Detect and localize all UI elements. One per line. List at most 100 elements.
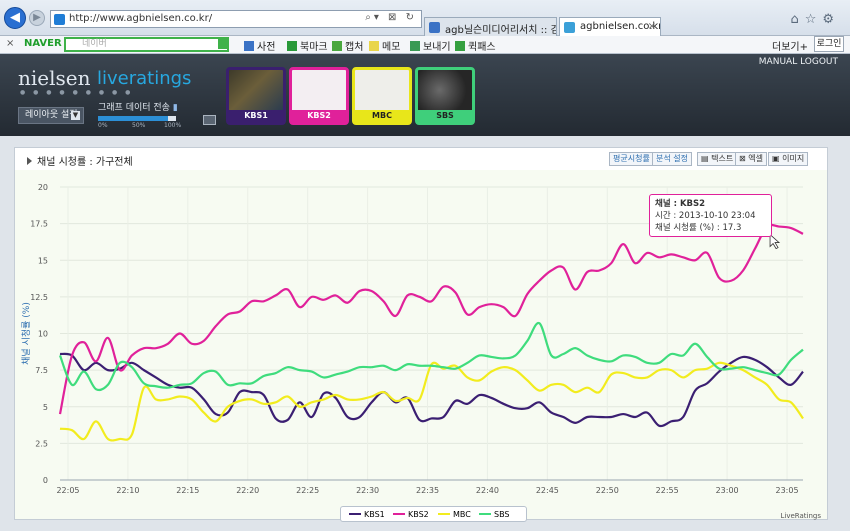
panel-title-text: 채널 시청률 : 가구전체 — [37, 157, 133, 168]
legend-swatch — [349, 513, 361, 515]
legend-kbs1[interactable]: KBS1 — [349, 510, 385, 519]
address-actions-icon[interactable]: ⌕▾ ⊠ ↻ — [365, 12, 417, 23]
screen-toggle-icon[interactable] — [203, 115, 216, 125]
transfer-tick: 50% — [132, 122, 146, 129]
login-button[interactable]: 로그인 — [814, 36, 844, 52]
dictionary-icon — [244, 41, 254, 51]
send-label: 보내기 — [423, 42, 451, 53]
channel-mbc[interactable]: MBC — [352, 67, 412, 125]
memo-button[interactable]: 메모 — [369, 38, 400, 53]
text-button[interactable]: ▤ 텍스트 — [697, 152, 738, 166]
y-tick-label: 7.5 — [35, 366, 48, 375]
browser-titlebar: ◀ ▶ http://www.agbnielsen.co.kr/ ⌕▾ ⊠ ↻ … — [0, 0, 850, 36]
more-button[interactable]: 더보기+ — [772, 42, 808, 53]
legend-label: MBC — [453, 510, 471, 519]
bookmark-label: 북마크 — [300, 42, 328, 53]
transfer-tick: 0% — [98, 122, 108, 129]
x-tick-label: 22:35 — [416, 486, 439, 495]
x-tick-label: 23:00 — [716, 486, 739, 495]
tab-close-icon[interactable]: × — [647, 21, 656, 32]
transfer-progress-bar — [98, 116, 176, 121]
manual-logout-links[interactable]: MANUAL LOGOUT — [758, 57, 838, 67]
tab-favicon-icon — [429, 22, 440, 33]
star-icon — [287, 41, 297, 51]
tooltip-time: 시간 : 2013-10-10 23:04 — [655, 211, 756, 221]
excel-label: 엑셀 — [748, 154, 763, 163]
excel-icon: ⊠ — [739, 154, 746, 163]
forward-button[interactable]: ▶ — [29, 10, 45, 26]
liveratings-watermark: LiveRatings — [780, 512, 821, 520]
series-line-mbc — [59, 361, 804, 442]
tab-agbnielsen[interactable]: agbnielsen.co.kr × — [559, 17, 661, 36]
y-axis-label: 채널 시청률 (%) — [21, 302, 32, 365]
legend-sbs[interactable]: SBS — [479, 510, 510, 519]
channel-kbs1[interactable]: KBS1 — [226, 67, 286, 125]
capture-button[interactable]: 캡처 — [332, 38, 363, 53]
layout-settings-button[interactable]: 레이아웃 설정 ▼ — [18, 107, 84, 124]
chart-tooltip: 채널 : KBS2 시간 : 2013-10-10 23:04 채널 시청률 (… — [649, 194, 772, 237]
back-button[interactable]: ◀ — [4, 7, 26, 29]
chart-legend: KBS1 KBS2 MBC SBS — [340, 506, 527, 522]
liveratings-logo: liveratings — [97, 68, 192, 89]
channel-label: MBC — [372, 111, 392, 120]
naver-toolbar: × NAVER 네이버 사전 북마크 캡처 메모 보내기 퀵패스 더보기+ 로그… — [0, 36, 850, 54]
average-rating-button[interactable]: 평균시청률 — [609, 152, 654, 166]
transfer-progress-fill — [98, 116, 169, 121]
quickpass-button[interactable]: 퀵패스 — [455, 38, 496, 53]
naver-search-icon[interactable] — [218, 38, 229, 49]
chevron-down-icon: ▼ — [71, 111, 80, 120]
x-tick-label: 22:25 — [296, 486, 319, 495]
toolbar-close-icon[interactable]: × — [6, 38, 15, 49]
y-tick-label: 15 — [38, 256, 48, 265]
capture-icon — [332, 41, 342, 51]
legend-mbc[interactable]: MBC — [438, 510, 471, 519]
channel-label: SBS — [436, 111, 454, 120]
y-tick-label: 10 — [38, 330, 48, 339]
analysis-settings-button[interactable]: 분석 설정 — [652, 152, 692, 166]
send-button[interactable]: 보내기 — [410, 38, 451, 53]
address-bar[interactable]: http://www.agbnielsen.co.kr/ ⌕▾ ⊠ ↻ — [50, 10, 422, 28]
legend-label: SBS — [494, 510, 510, 519]
bar-chart-icon: ▮ — [172, 103, 178, 113]
y-tick-label: 0 — [43, 476, 48, 485]
excel-button[interactable]: ⊠ 엑셀 — [735, 152, 767, 166]
memo-icon — [369, 41, 379, 51]
legend-swatch — [479, 513, 491, 515]
series-line-kbs2 — [58, 223, 804, 415]
channel-thumbnail — [229, 70, 283, 110]
tab-label: agb닐슨미디어리서치 :: 검색2... — [445, 25, 556, 36]
dictionary-button[interactable]: 사전 — [244, 38, 275, 53]
text-icon: ▤ — [701, 154, 709, 163]
x-tick-label: 22:15 — [176, 486, 199, 495]
naver-search-input[interactable]: 네이버 — [64, 37, 229, 52]
legend-swatch — [393, 513, 405, 515]
channel-sbs[interactable]: SBS — [415, 67, 475, 125]
x-tick-label: 22:40 — [476, 486, 499, 495]
memo-label: 메모 — [382, 42, 401, 53]
y-tick-label: 2.5 — [35, 439, 48, 448]
channel-thumbnail — [418, 70, 472, 110]
bookmark-button[interactable]: 북마크 — [287, 38, 328, 53]
address-url[interactable]: http://www.agbnielsen.co.kr/ — [69, 13, 213, 24]
image-label: 이미지 — [782, 154, 805, 163]
x-tick-label: 23:05 — [776, 486, 799, 495]
text-label: 텍스트 — [711, 154, 734, 163]
legend-label: KBS2 — [408, 510, 429, 519]
channel-rating-panel: 채널 시청률 : 가구전체 평균시청률 분석 설정 ▤ 텍스트 ⊠ 엑셀 ▣ 이… — [14, 147, 828, 522]
x-tick-label: 22:55 — [656, 486, 679, 495]
y-tick-label: 5 — [43, 403, 48, 412]
dictionary-label: 사전 — [257, 42, 276, 53]
legend-kbs2[interactable]: KBS2 — [393, 510, 429, 519]
y-tick-label: 17.5 — [30, 220, 48, 229]
quickpass-label: 퀵패스 — [468, 42, 496, 53]
home-star-gear-icon[interactable]: ⌂☆⚙ — [790, 12, 840, 27]
quickpass-icon — [455, 41, 465, 51]
channel-thumbnail — [292, 70, 346, 110]
tab-search[interactable]: agb닐슨미디어리서치 :: 검색2... — [424, 17, 557, 36]
image-button[interactable]: ▣ 이미지 — [768, 152, 809, 166]
x-tick-label: 22:30 — [356, 486, 379, 495]
x-tick-label: 22:05 — [56, 486, 79, 495]
channel-kbs2[interactable]: KBS2 — [289, 67, 349, 125]
series-line-kbs1 — [59, 352, 804, 428]
